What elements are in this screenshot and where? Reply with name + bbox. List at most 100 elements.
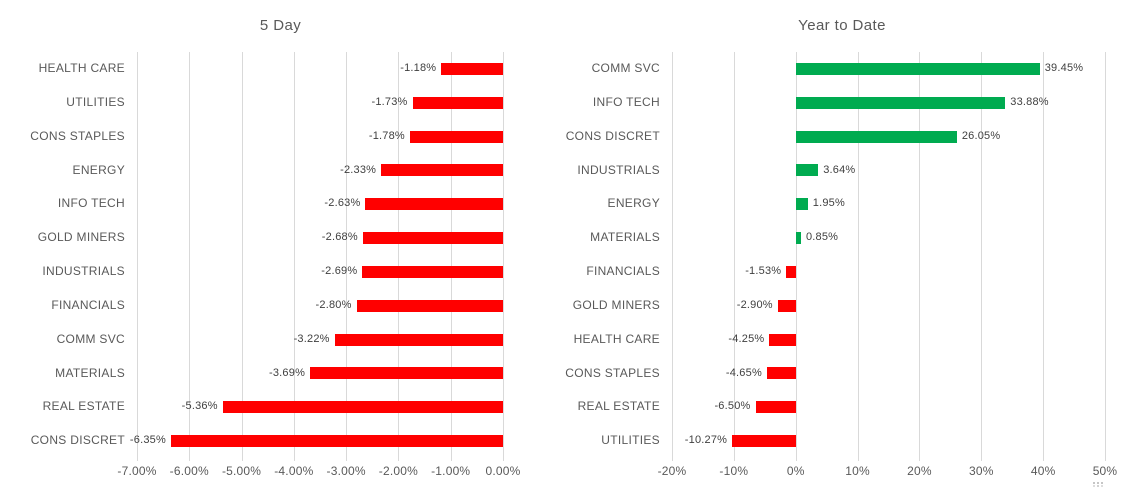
category-label: INFO TECH (592, 94, 660, 109)
bar (786, 265, 796, 278)
category-label: COMM SVC (591, 61, 660, 75)
gridline (241, 52, 243, 461)
x-tick-label: -10% (719, 464, 749, 478)
bar (795, 96, 1006, 109)
bar-data-label: -2.63% (324, 197, 361, 210)
bar (362, 232, 503, 245)
gridline (1043, 52, 1045, 461)
bar (441, 62, 503, 75)
x-tick-label: 0.00% (485, 464, 521, 478)
gridline (450, 52, 452, 461)
bar-data-label: -1.53% (745, 265, 782, 277)
bar (769, 333, 796, 346)
bar-data-label: 1.95% (812, 197, 845, 210)
bar-data-label: -6.35% (129, 434, 166, 447)
category-label: GOLD MINERS (37, 230, 125, 245)
x-tick-label: -7.00% (117, 464, 157, 478)
bar-data-label: -10.27% (684, 434, 728, 447)
category-label: CONS DISCRET (565, 128, 660, 143)
category-label: ENERGY (72, 162, 125, 177)
x-tick-label: 50% (1092, 464, 1118, 478)
category-label: GOLD MINERS (572, 297, 660, 312)
chart-title-year-to-date: Year to Date (798, 17, 886, 34)
category-label: COMM SVC (56, 331, 125, 346)
bar (732, 435, 796, 448)
x-tick-label: 10% (845, 464, 870, 478)
chart-5-day: 5 Day HEALTH CARE UTILITIES CONS STAPLES EN… (0, 0, 561, 491)
category-label: CONS DISCRET (30, 433, 125, 448)
bar-data-label: -1.73% (371, 95, 408, 108)
bar (795, 62, 1040, 75)
bar (412, 96, 503, 109)
category-label: REAL ESTATE (577, 399, 660, 414)
bar (222, 401, 503, 414)
chart-title-5-day: 5 Day (259, 17, 302, 34)
category-label: MATERIALS (55, 365, 125, 380)
bar-data-label: 26.05% (961, 129, 1001, 142)
gridline (137, 52, 138, 461)
bar-data-label: -1.18% (400, 62, 437, 74)
x-tick-label: -4.00% (274, 464, 314, 478)
bar (795, 232, 801, 245)
category-label: CONS STAPLES (565, 365, 660, 380)
x-tick-label: 40% (1030, 464, 1056, 478)
bar (409, 130, 503, 143)
category-label: REAL ESTATE (42, 399, 125, 414)
bar (755, 401, 796, 414)
bar-data-label: -3.22% (293, 332, 330, 345)
bar (381, 164, 503, 177)
plot-area-year-to-date: 39.45% 33.88% 26.05% 3.64% 1.95% 0.85% -1.53% -… (672, 52, 1106, 461)
category-label: HEALTH CARE (573, 331, 660, 346)
bar (795, 164, 819, 177)
bar-data-label: -4.25% (728, 332, 765, 345)
x-tick-label: -5.00% (221, 464, 262, 478)
gridline (503, 52, 504, 461)
x-tick-label: -6.00% (169, 464, 209, 478)
gridline (919, 52, 921, 461)
bar-data-label: 0.85% (805, 231, 839, 244)
bar-data-label: -2.90% (736, 298, 773, 311)
gridline (733, 52, 735, 461)
bar-data-label: -6.50% (714, 400, 751, 413)
x-tick-label: 0% (786, 464, 805, 478)
bar-data-label: -3.69% (269, 366, 306, 379)
bar-data-label: -2.69% (321, 265, 358, 277)
bar-data-label: -1.78% (368, 129, 405, 142)
x-tick-label: 30% (968, 464, 994, 478)
value-axis-5-day: -7.00% -6.00% -5.00% -4.00% -3.00% -2.00% -1.0… (0, 464, 561, 482)
category-axis-year-to-date: COMM SVC INFO TECH CONS DISCRET INDUSTRIALS… (561, 52, 660, 458)
category-label: CONS STAPLES (30, 128, 125, 143)
bar (170, 435, 503, 448)
bar-data-label: 33.88% (1010, 95, 1049, 108)
bar (356, 299, 503, 312)
category-label: INFO TECH (57, 196, 125, 211)
bar-data-label: 3.64% (823, 163, 856, 176)
x-tick-label: -1.00% (431, 464, 471, 478)
bar-data-label: -4.65% (725, 366, 762, 379)
bar (334, 333, 503, 346)
category-label: ENERGY (607, 196, 660, 211)
watermark-mark (1097, 482, 1099, 484)
category-label: INDUSTRIALS (42, 264, 125, 278)
bar (766, 367, 796, 380)
gridline (293, 52, 295, 461)
bar-data-label: -5.36% (181, 400, 218, 413)
bar-data-label: -2.68% (321, 231, 358, 244)
x-tick-label: -2.00% (378, 464, 419, 478)
x-tick-label: -3.00% (326, 464, 366, 478)
bar (365, 198, 503, 211)
gridline (189, 52, 191, 461)
category-label: INDUSTRIALS (577, 162, 660, 177)
bar (362, 265, 503, 278)
bar (795, 130, 957, 143)
chart-year-to-date: Year to Date COMM SVC INFO TECH CONS DISCR… (561, 0, 1123, 491)
x-tick-label: 20% (907, 464, 932, 478)
gridline (795, 52, 797, 461)
x-tick-label: -20% (657, 464, 687, 478)
bar (310, 367, 503, 380)
gridline (857, 52, 859, 461)
category-axis-5-day: HEALTH CARE UTILITIES CONS STAPLES ENERGY IN… (0, 52, 125, 458)
bar (795, 198, 808, 211)
gridline (981, 52, 983, 461)
